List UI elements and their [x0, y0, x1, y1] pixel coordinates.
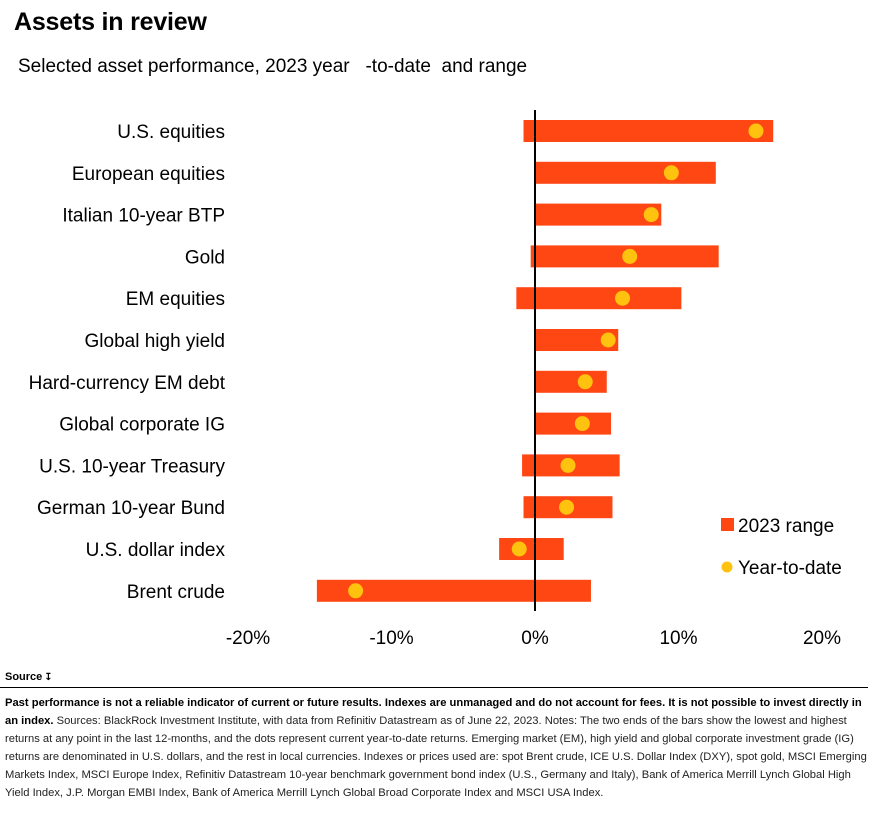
category-label: U.S. 10-year Treasury: [39, 456, 225, 477]
range-bar: [516, 287, 682, 310]
ytd-dot: [615, 290, 631, 306]
legend-ytd-swatch: [721, 561, 733, 573]
range-bar: [523, 120, 774, 142]
category-label: Global corporate IG: [59, 415, 225, 436]
source-toggle-button[interactable]: Source ↧: [5, 671, 53, 683]
category-label: Hard-currency EM debt: [29, 373, 226, 394]
legend-range-swatch: [721, 518, 734, 531]
disclaimer-text: Past performance is not a reliable indic…: [5, 697, 862, 727]
ytd-dot: [663, 165, 679, 181]
range-bar: [535, 370, 607, 393]
range-bar: [535, 161, 716, 184]
x-tick-label: -10%: [369, 628, 413, 649]
ytd-dot: [643, 207, 659, 223]
page-title: Assets in review: [14, 8, 207, 36]
range-bars: [316, 120, 774, 602]
category-label: Gold: [185, 247, 225, 268]
x-tick-label: 20%: [803, 628, 841, 649]
ytd-dot: [559, 499, 575, 515]
ytd-dot: [577, 374, 593, 390]
x-tick-label: 0%: [521, 628, 549, 649]
chart-subtitle: Selected asset performance, 2023 year -t…: [18, 56, 528, 77]
ytd-dot: [511, 541, 527, 557]
ytd-dot: [748, 123, 764, 139]
legend-ytd-label: Year-to-date: [738, 558, 842, 579]
category-label: European equities: [72, 164, 225, 185]
category-label: Italian 10-year BTP: [62, 206, 225, 227]
category-label: Brent crude: [127, 582, 225, 603]
category-labels: U.S. equities European equities Italian 10…: [29, 122, 226, 603]
chevron-double-down-icon: ↧: [44, 672, 53, 683]
category-label: U.S. equities: [117, 122, 225, 143]
ytd-dot: [622, 248, 638, 264]
source-divider: [0, 687, 868, 688]
range-bar: [535, 329, 619, 351]
range-bar: [499, 538, 564, 560]
ytd-dot: [600, 332, 616, 348]
range-bar: [535, 412, 612, 435]
category-label: Global high yield: [85, 331, 225, 352]
range-bar: [535, 203, 662, 226]
x-tick-label: -20%: [226, 628, 270, 649]
range-bar: [316, 579, 591, 602]
x-tick-label: 10%: [659, 628, 697, 649]
category-label: U.S. dollar index: [86, 540, 226, 561]
ytd-dots: [348, 123, 764, 599]
source-toggle-label: Source: [5, 671, 43, 683]
chart-legend: 2023 range Year-to-date: [721, 516, 842, 579]
category-label: EM equities: [126, 289, 225, 310]
category-label: German 10-year Bund: [37, 498, 225, 519]
legend-range-label: 2023 range: [738, 516, 834, 537]
source-notes-text: Sources: BlackRock Investment Institute,…: [5, 715, 867, 799]
ytd-dot: [560, 457, 576, 473]
ytd-dot: [348, 583, 364, 599]
source-notes: Past performance is not a reliable indic…: [5, 694, 867, 802]
x-axis-ticks: -20% -10% 0% 10% 20%: [226, 628, 841, 649]
ytd-dot: [574, 416, 590, 432]
range-chart: U.S. equities European equities Italian 10…: [29, 110, 842, 649]
